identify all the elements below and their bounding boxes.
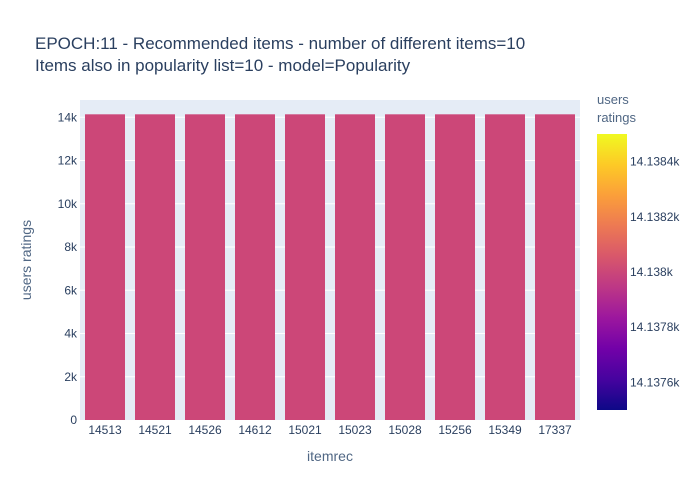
- bars: [85, 114, 575, 421]
- colorbar-tick-label: 14.1376k: [630, 375, 680, 389]
- y-tick-label: 2k: [64, 370, 78, 384]
- colorbar-tick-label: 14.138k: [630, 265, 674, 279]
- y-tick-label: 12k: [58, 154, 78, 168]
- y-tick-label: 10k: [58, 197, 78, 211]
- x-tick-label: 15028: [388, 423, 422, 437]
- bar: [335, 114, 375, 421]
- bar: [235, 114, 275, 421]
- y-tick-label: 8k: [64, 240, 78, 254]
- bar: [385, 114, 425, 421]
- bar: [185, 114, 225, 421]
- x-tick-label: 15021: [288, 423, 322, 437]
- colorbar: [597, 134, 627, 410]
- y-axis-title: users ratings: [18, 220, 34, 300]
- x-tick-label: 14612: [238, 423, 272, 437]
- chart-title-line-2: Items also in popularity list=10 - model…: [35, 56, 411, 75]
- x-tick-label: 14521: [138, 423, 172, 437]
- x-tick-label: 14513: [88, 423, 122, 437]
- x-tick-label: 15256: [438, 423, 472, 437]
- colorbar-tick-label: 14.1382k: [630, 210, 680, 224]
- y-axis-ticks: 0 2k 4k 6k 8k 10k 12k 14k: [58, 110, 78, 427]
- x-tick-label: 17337: [538, 423, 572, 437]
- y-tick-label: 4k: [64, 327, 78, 341]
- x-tick-label: 15023: [338, 423, 372, 437]
- y-tick-label: 6k: [64, 283, 78, 297]
- colorbar-tick-label: 14.1384k: [630, 155, 680, 169]
- x-axis-ticks: 14513 14521 14526 14612 15021 15023 15028 15256…: [88, 423, 572, 437]
- bar: [485, 114, 525, 421]
- bar: [135, 114, 175, 421]
- bar: [85, 114, 125, 421]
- bar: [435, 114, 475, 421]
- bar: [285, 114, 325, 421]
- colorbar-title-line-1: users: [597, 92, 629, 107]
- colorbar-ticks: 14.1376k 14.1378k 14.138k 14.1382k 14.1384k: [630, 155, 680, 390]
- x-tick-label: 14526: [188, 423, 222, 437]
- y-tick-label: 0: [70, 413, 77, 427]
- x-tick-label: 15349: [488, 423, 522, 437]
- x-axis-title: itemrec: [307, 448, 353, 464]
- colorbar-title-line-2: ratings: [597, 110, 637, 125]
- bar: [535, 114, 575, 421]
- chart-title-line-1: EPOCH:11 - Recommended items - number of…: [35, 34, 526, 53]
- colorbar-tick-label: 14.1378k: [630, 320, 680, 334]
- y-tick-label: 14k: [58, 110, 78, 124]
